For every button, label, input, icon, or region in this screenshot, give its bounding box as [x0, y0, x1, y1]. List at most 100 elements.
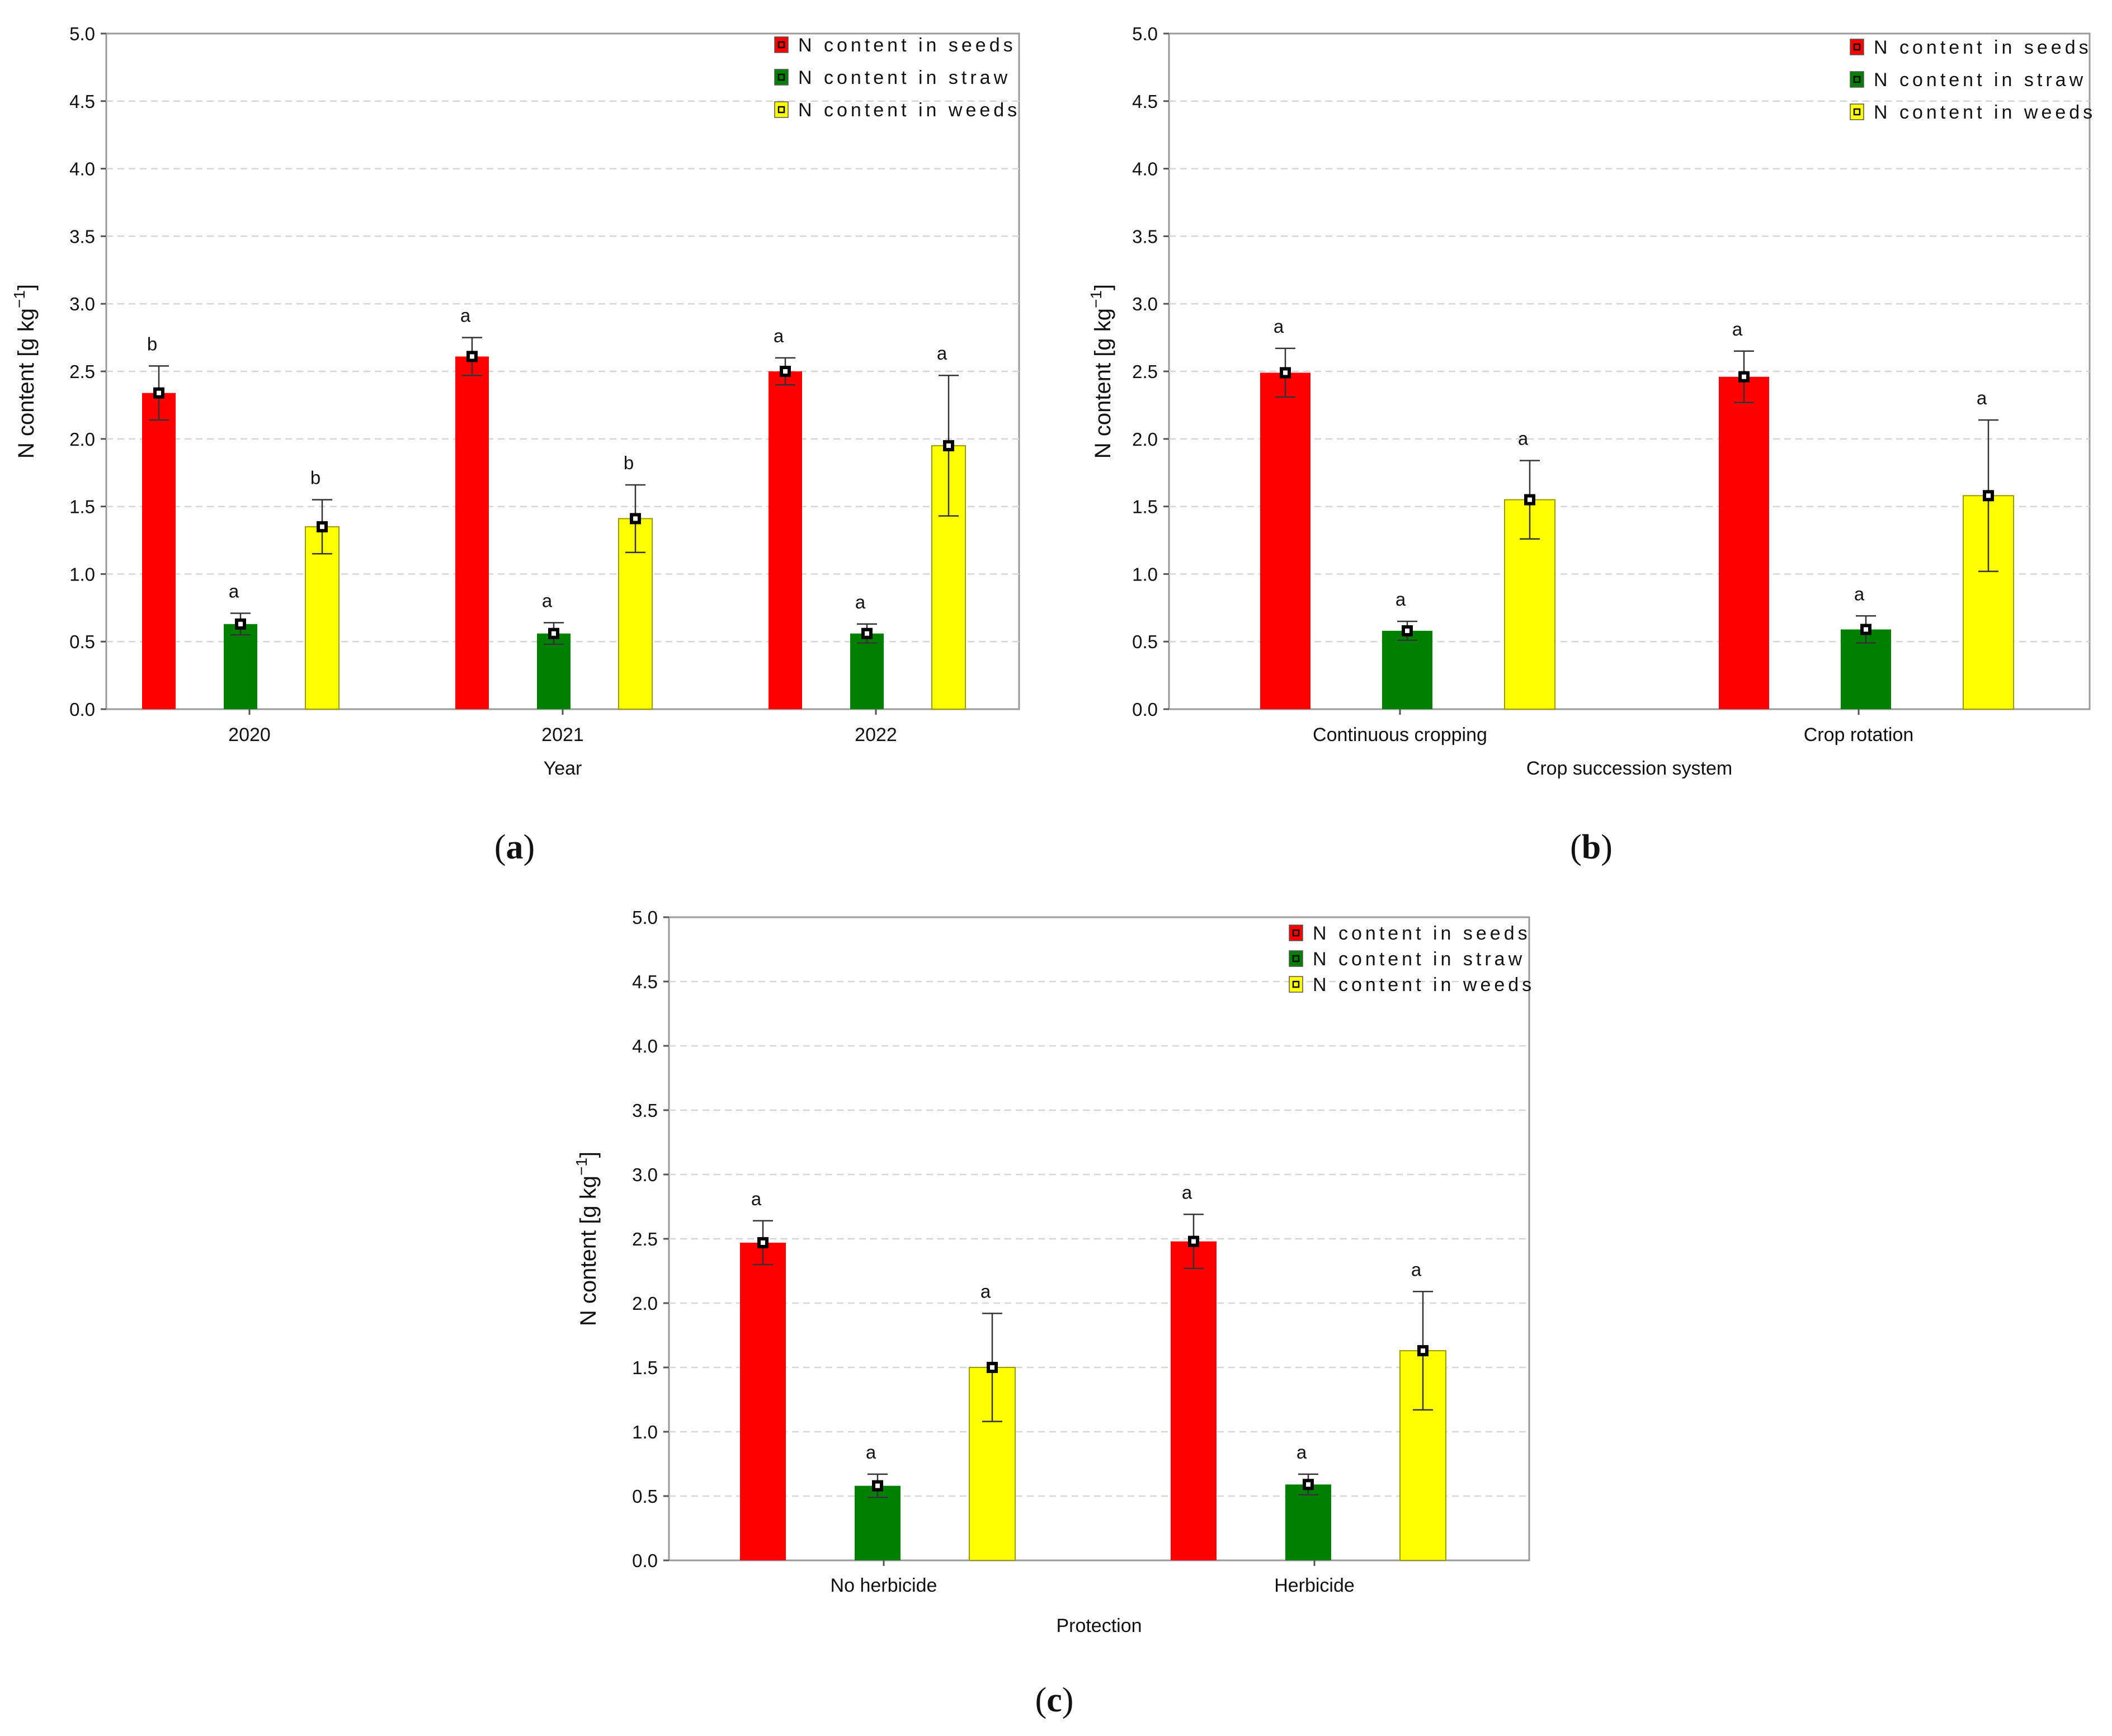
y-tick-label: 2.0 [69, 429, 95, 450]
bar-b-s0-c1 [1719, 376, 1769, 709]
y-tick-label: 3.5 [632, 1100, 658, 1121]
y-tick-label: 2.5 [632, 1229, 658, 1249]
x-tick-label: 2022 [855, 724, 897, 746]
y-tick-label: 2.0 [632, 1293, 658, 1314]
legend-swatch-2 [1850, 103, 1864, 120]
x-tick-label: 2020 [228, 724, 271, 746]
panel-letter: b [1582, 828, 1601, 866]
mean-marker-center [1306, 1482, 1310, 1487]
mean-marker-center [320, 524, 324, 529]
legend-label-2: N content in weeds [1874, 102, 2096, 123]
y-tick-label: 0.5 [1132, 631, 1158, 652]
panel-paren-close: ) [1062, 1681, 1074, 1719]
mean-marker-center [1864, 627, 1868, 632]
legend-marker-2 [777, 106, 785, 114]
mean-marker-center [875, 1483, 880, 1488]
legend-label-2: N content in weeds [798, 100, 1020, 121]
chart-c: 0.0 0.5 1.0 1.5 2.0 2.5 3.0 3.5 4.0 4.5 5.0 N conte… [573, 907, 1535, 1719]
legend-label-0: N content in seeds [798, 35, 1016, 56]
panel-paren-open: ( [1570, 828, 1582, 866]
significance-letter: a [937, 343, 947, 364]
y-tick-label: 3.0 [69, 294, 95, 314]
significance-letter: a [1274, 316, 1284, 337]
mean-marker-center [1528, 497, 1532, 502]
legend-swatch-1 [774, 69, 789, 86]
panel-letter: c [1046, 1681, 1062, 1719]
legend-swatch-1 [1289, 950, 1303, 967]
bar-c-s0-c0 [740, 1242, 786, 1560]
y-tick-label: 1.0 [632, 1422, 658, 1442]
legend-label-0: N content in seeds [1874, 37, 2092, 58]
bar-b-s1-c0 [1382, 630, 1432, 709]
mean-marker-center [551, 631, 556, 636]
mean-marker-center [1191, 1239, 1196, 1244]
bar-c-s0-c1 [1171, 1241, 1217, 1560]
y-tick-label: 2.5 [1132, 361, 1158, 382]
legend-marker-1 [1292, 955, 1300, 963]
mean-marker-center [633, 516, 638, 521]
y-axis-label: N content [g kg−1] [11, 284, 39, 459]
significance-letter: a [1854, 583, 1865, 604]
significance-letter: a [751, 1188, 762, 1209]
panel-paren-close: ) [1601, 828, 1613, 866]
panel-letter: a [506, 828, 524, 866]
significance-letter: a [1977, 388, 1987, 408]
y-tick-label: 4.5 [632, 971, 658, 992]
legend-swatch-1 [1850, 71, 1864, 88]
y-axis-label-main: N content [g kg [576, 1176, 601, 1326]
legend-marker-2 [1292, 980, 1300, 988]
significance-letter: a [1297, 1442, 1307, 1463]
mean-marker-center [1405, 628, 1409, 633]
y-tick-label: 5.0 [1132, 23, 1158, 44]
significance-letter: a [542, 590, 553, 611]
y-tick-label: 4.5 [1132, 91, 1158, 112]
significance-letter: a [866, 1442, 876, 1463]
significance-letter: a [229, 581, 239, 601]
significance-letter: b [624, 452, 634, 473]
mean-marker-center [990, 1365, 994, 1370]
chart-b: 0.0 0.5 1.0 1.5 2.0 2.5 3.0 3.5 4.0 4.5 5.0 N conte… [1087, 23, 2096, 866]
y-axis-label: N content [g kg−1] [573, 1152, 601, 1326]
y-tick-label: 0.0 [69, 699, 95, 720]
mean-marker-center [761, 1240, 765, 1245]
significance-letter: a [1411, 1259, 1422, 1280]
legend-label-0: N content in seeds [1313, 923, 1531, 944]
y-tick-label: 1.5 [1132, 497, 1158, 517]
x-tick-label: No herbicide [831, 1575, 937, 1596]
legend-label-1: N content in straw [1874, 69, 2086, 91]
significance-letter: a [1396, 589, 1406, 610]
y-tick-label: 0.0 [632, 1550, 658, 1571]
y-tick-label: 5.0 [69, 23, 95, 44]
panel-paren-close: ) [524, 828, 535, 866]
panel-label: (a) [494, 828, 535, 866]
x-axis-label: Crop succession system [1526, 758, 1732, 779]
significance-letter: a [1732, 319, 1743, 339]
significance-letter: a [855, 592, 866, 612]
y-axis-label-sup: −1 [1087, 290, 1105, 308]
x-tick-label: Herbicide [1274, 1575, 1355, 1596]
legend-swatch-0 [1289, 924, 1303, 941]
y-tick-label: 3.0 [1132, 294, 1158, 314]
bar-a-s1-c0 [224, 624, 257, 709]
bar-a-s1-c2 [850, 633, 884, 709]
legend-label-2: N content in weeds [1313, 974, 1535, 996]
y-tick-label: 1.0 [69, 564, 95, 584]
bar-a-s0-c1 [455, 356, 489, 709]
significance-letter: a [1518, 428, 1529, 449]
bar-a-s2-c0 [305, 526, 340, 710]
mean-marker-center [1742, 374, 1746, 379]
y-tick-label: 4.0 [1132, 159, 1158, 180]
mean-marker-center [1283, 370, 1288, 375]
y-axis-label-main: N content [g kg [1091, 308, 1115, 459]
x-tick-label: Crop rotation [1804, 724, 1914, 746]
mean-marker-center [783, 369, 788, 374]
panel-paren-open: ( [1035, 1681, 1047, 1719]
y-tick-label: 4.5 [69, 91, 95, 112]
y-axis-label-close: ] [14, 284, 39, 290]
bar-c-s1-c0 [855, 1485, 901, 1560]
legend-swatch-2 [1289, 976, 1303, 993]
y-tick-label: 0.5 [69, 631, 95, 652]
mean-marker-center [470, 354, 474, 359]
y-tick-label: 2.5 [69, 361, 95, 382]
